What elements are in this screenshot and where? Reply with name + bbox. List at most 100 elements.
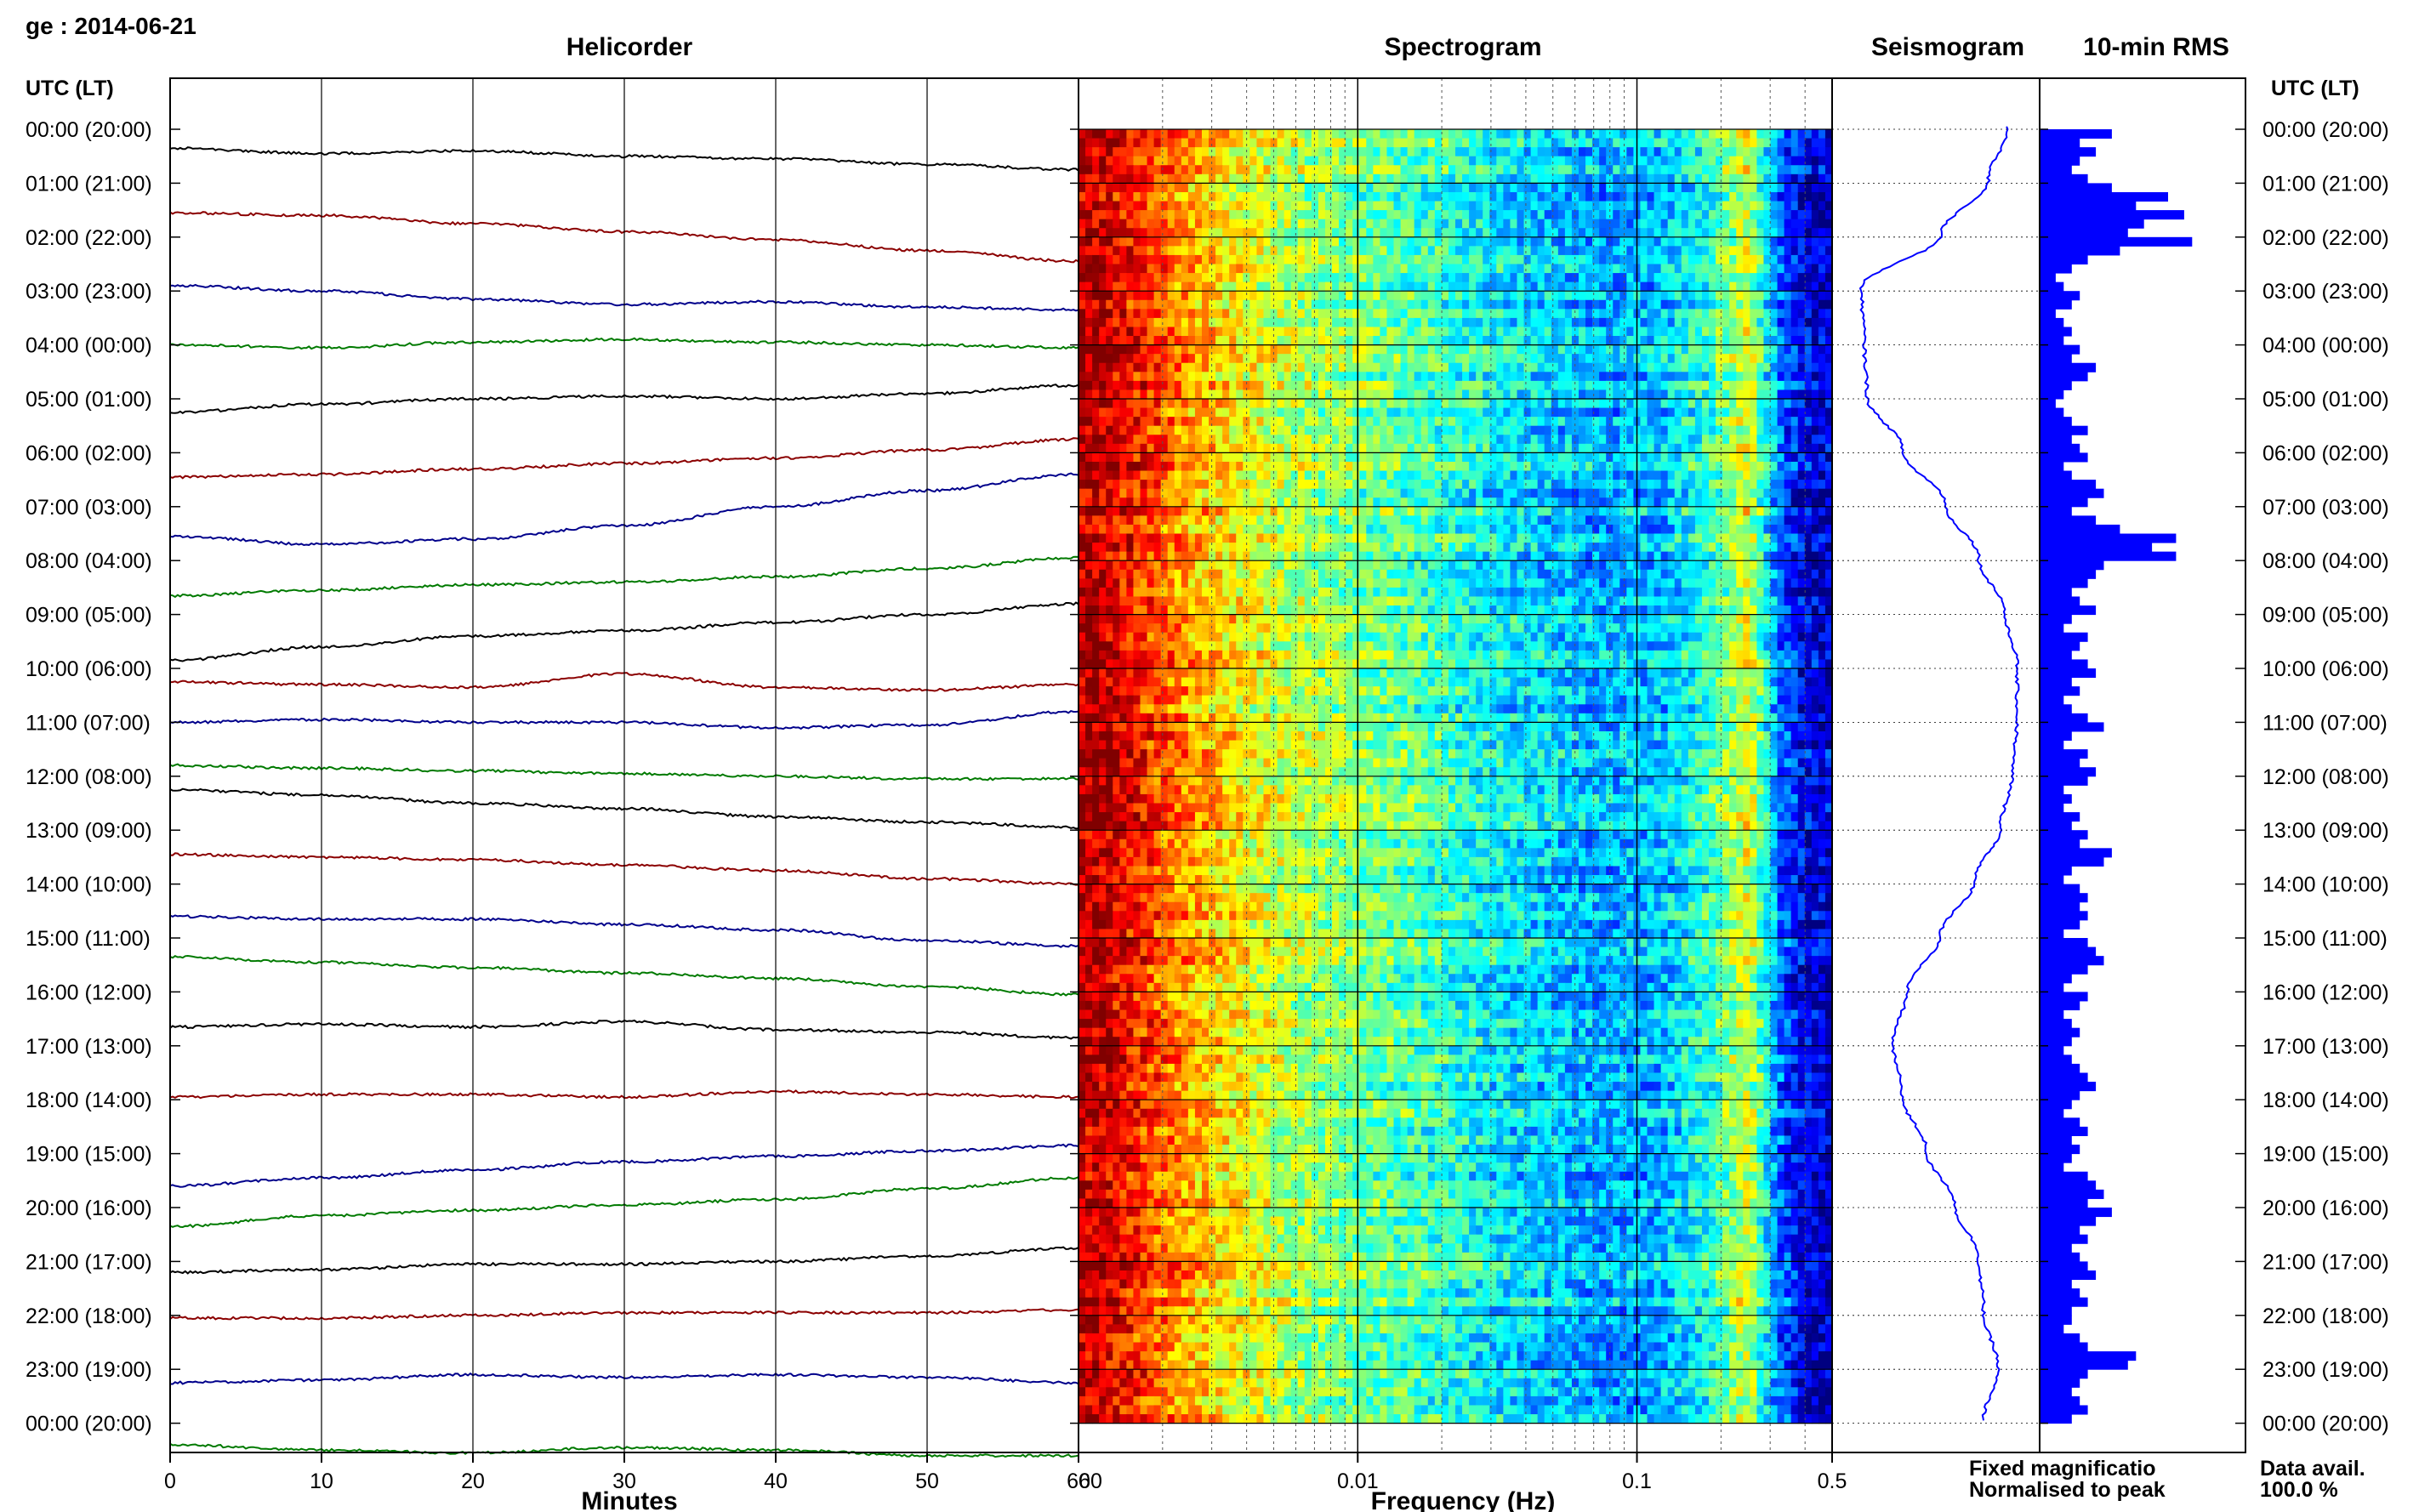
spectrogram-cell bbox=[1209, 407, 1216, 418]
spectrogram-cell bbox=[1318, 246, 1326, 256]
spectrogram-cell bbox=[1277, 380, 1285, 391]
spectrogram-cell bbox=[1256, 291, 1265, 301]
spectrogram-cell bbox=[1318, 354, 1326, 364]
spectrogram-cell bbox=[1640, 344, 1648, 355]
spectrogram-cell bbox=[1236, 443, 1244, 453]
spectrogram-cell bbox=[1551, 254, 1559, 265]
spectrogram-cell bbox=[1592, 470, 1600, 480]
spectrogram-cell bbox=[1194, 497, 1203, 508]
spectrogram-cell bbox=[1290, 515, 1299, 526]
spectrogram-cell bbox=[1332, 327, 1340, 337]
spectrogram-cell bbox=[1373, 273, 1380, 283]
spectrogram-cell bbox=[1366, 399, 1374, 409]
spectrogram-cell bbox=[1592, 317, 1600, 328]
spectrogram-cell bbox=[1660, 327, 1669, 337]
spectrogram-cell bbox=[1811, 380, 1819, 391]
spectrogram-cell bbox=[1277, 417, 1285, 427]
spectrogram-cell bbox=[1209, 533, 1216, 543]
spectrogram-cell bbox=[1613, 210, 1620, 220]
spectrogram-cell bbox=[1777, 291, 1785, 301]
spectrogram-cell bbox=[1489, 281, 1497, 292]
spectrogram-cell bbox=[1709, 354, 1716, 364]
spectrogram-cell bbox=[1571, 461, 1579, 472]
spectrogram-cell bbox=[1187, 336, 1196, 346]
spectrogram-cell bbox=[1181, 219, 1189, 229]
spectrogram-cell bbox=[1613, 389, 1620, 400]
spectrogram-cell bbox=[1229, 354, 1237, 364]
spectrogram-cell bbox=[1352, 470, 1360, 480]
spectrogram-cell bbox=[1222, 219, 1230, 229]
spectrogram-cell bbox=[1407, 362, 1415, 372]
spectrogram-cell bbox=[1709, 191, 1716, 202]
spectrogram-cell bbox=[1619, 309, 1627, 319]
spectrogram-cell bbox=[1777, 443, 1785, 453]
spectrogram-cell bbox=[1736, 273, 1744, 283]
spectrogram-cell bbox=[1544, 254, 1552, 265]
spectrogram-cell bbox=[1537, 281, 1545, 292]
spectrogram-cell bbox=[1564, 129, 1573, 139]
spectrogram-cell bbox=[1215, 309, 1223, 319]
spectrogram-cell bbox=[1085, 273, 1093, 283]
spectrogram-cell bbox=[1716, 461, 1723, 472]
spectrogram-cell bbox=[1571, 506, 1579, 516]
spectrogram-cell bbox=[1483, 443, 1490, 453]
spectrogram-cell bbox=[1160, 254, 1169, 265]
spectrogram-cell bbox=[1318, 506, 1326, 516]
spectrogram-cell bbox=[1448, 147, 1456, 157]
spectrogram-cell bbox=[1400, 138, 1409, 148]
spectrogram-cell bbox=[1113, 254, 1120, 265]
spectrogram-cell bbox=[1824, 246, 1833, 256]
spectrogram-cell bbox=[1647, 183, 1655, 193]
spectrogram-cell bbox=[1592, 129, 1600, 139]
spectrogram-cell bbox=[1420, 443, 1429, 453]
spectrogram-cell bbox=[1263, 354, 1272, 364]
spectrogram-cell bbox=[1647, 524, 1655, 535]
spectrogram-cell bbox=[1318, 201, 1326, 211]
spectrogram-cell bbox=[1400, 281, 1409, 292]
spectrogram-cell bbox=[1113, 273, 1120, 283]
spectrogram-cell bbox=[1455, 147, 1463, 157]
spectrogram-cell bbox=[1174, 299, 1182, 310]
spectrogram-cell bbox=[1256, 515, 1265, 526]
spectrogram-cell bbox=[1297, 533, 1306, 543]
spectrogram-cell bbox=[1640, 399, 1648, 409]
spectrogram-cell bbox=[1339, 201, 1346, 211]
spectrogram-cell bbox=[1660, 264, 1669, 274]
spectrogram-cell bbox=[1694, 299, 1703, 310]
spectrogram-cell bbox=[1297, 173, 1306, 184]
spectrogram-cell bbox=[1229, 480, 1237, 490]
spectrogram-cell bbox=[1427, 452, 1436, 463]
spectrogram-cell bbox=[1750, 299, 1757, 310]
spectrogram-cell bbox=[1243, 210, 1250, 220]
spectrogram-cell bbox=[1551, 506, 1559, 516]
spectrogram-cell bbox=[1694, 165, 1703, 175]
spectrogram-cell bbox=[1640, 470, 1648, 480]
spectrogram-cell bbox=[1434, 452, 1443, 463]
spectrogram-cell bbox=[1243, 246, 1250, 256]
spectrogram-cell bbox=[1194, 219, 1203, 229]
spectrogram-cell bbox=[1256, 380, 1265, 391]
spectrogram-cell bbox=[1619, 435, 1627, 445]
spectrogram-cell bbox=[1304, 129, 1312, 139]
spectrogram-cell bbox=[1729, 228, 1737, 238]
spectrogram-cell bbox=[1571, 291, 1579, 301]
spectrogram-cell bbox=[1106, 417, 1113, 427]
spectrogram-cell bbox=[1153, 147, 1162, 157]
spectrogram-cell bbox=[1606, 210, 1614, 220]
spectrogram-cell bbox=[1647, 344, 1655, 355]
spectrogram-cell bbox=[1346, 452, 1353, 463]
spectrogram-cell bbox=[1133, 372, 1141, 382]
spectrogram-cell bbox=[1716, 497, 1723, 508]
spectrogram-cell bbox=[1564, 201, 1573, 211]
spectrogram-cell bbox=[1517, 273, 1525, 283]
spectrogram-cell bbox=[1133, 219, 1141, 229]
spectrogram-cell bbox=[1420, 425, 1429, 435]
spectrogram-cell bbox=[1811, 461, 1819, 472]
spectrogram-cell bbox=[1187, 407, 1196, 418]
spectrogram-cell bbox=[1448, 524, 1456, 535]
spectrogram-cell bbox=[1352, 281, 1360, 292]
spectrogram-cell bbox=[1790, 344, 1799, 355]
spectrogram-cell bbox=[1380, 515, 1388, 526]
spectrogram-cell bbox=[1126, 273, 1135, 283]
spectrogram-cell bbox=[1557, 219, 1566, 229]
